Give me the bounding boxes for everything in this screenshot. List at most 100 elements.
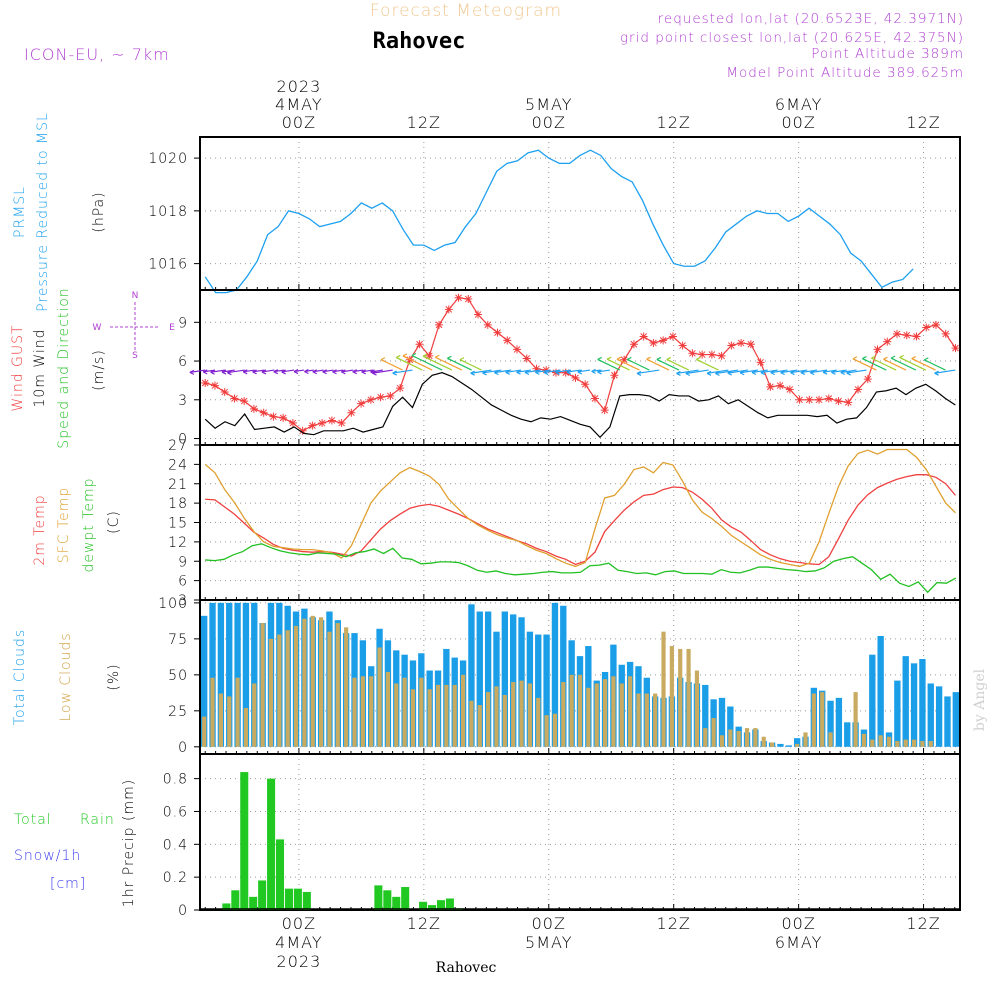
wind-arrow-head bbox=[447, 355, 452, 361]
low-cloud-label: Low Clouds bbox=[58, 632, 74, 721]
wind-arrow bbox=[727, 369, 749, 374]
panel-frame bbox=[199, 289, 961, 446]
low-cloud-bar bbox=[770, 742, 775, 747]
top-hour-label: 12Z bbox=[657, 113, 691, 132]
low-cloud-bar bbox=[803, 732, 808, 747]
wind-arrow-head bbox=[800, 370, 806, 376]
gust-marker bbox=[249, 404, 258, 413]
bottom-date-label: 6MAY bbox=[775, 933, 822, 952]
low-cloud-bar bbox=[661, 631, 666, 747]
low-cloud-bar bbox=[385, 671, 390, 747]
bottom-hour-label: 00Z bbox=[282, 914, 316, 933]
total-cloud-bar bbox=[234, 602, 241, 747]
low-cloud-bar bbox=[335, 623, 340, 747]
wind-arrow-head bbox=[372, 370, 377, 376]
wind-arrow bbox=[577, 369, 591, 373]
low-cloud-bar bbox=[402, 677, 407, 747]
wind-arrow-head bbox=[727, 370, 733, 376]
wind-arrow-head bbox=[606, 356, 612, 362]
gust-marker bbox=[912, 332, 921, 341]
rain-bar bbox=[383, 890, 392, 910]
total-cloud-bar bbox=[902, 656, 909, 747]
low-cloud-bar bbox=[878, 735, 883, 747]
wind-arrow-head bbox=[685, 370, 691, 377]
wind-arrow bbox=[715, 369, 739, 375]
y-tick-label: 75 bbox=[168, 632, 188, 648]
cm-label: [cm] bbox=[50, 876, 86, 892]
low-cloud-bar bbox=[761, 736, 766, 747]
low-cloud-bar bbox=[586, 687, 591, 747]
prmsl-label-long: Pressure Reduced to MSL bbox=[35, 112, 51, 312]
wind-arrow-head bbox=[862, 356, 867, 362]
wind-arrow-head bbox=[911, 356, 917, 362]
wind-arrow-head bbox=[242, 369, 248, 375]
gust-marker bbox=[337, 419, 346, 428]
low-cloud-bar bbox=[227, 696, 232, 747]
y-tick-label: 1016 bbox=[148, 257, 188, 273]
wind-arrow-head bbox=[616, 356, 622, 362]
gust-marker bbox=[883, 337, 892, 346]
low-cloud-bar bbox=[369, 676, 374, 747]
wind-arrow bbox=[636, 369, 660, 375]
gust-marker bbox=[707, 350, 716, 359]
compass-e: E bbox=[169, 323, 175, 333]
wind-arrow-head bbox=[293, 369, 299, 375]
y-tick-label: 21 bbox=[168, 477, 188, 493]
gust-marker bbox=[522, 354, 531, 363]
total-cloud-bar bbox=[718, 697, 726, 747]
rain-bar bbox=[222, 903, 231, 910]
y-tick-label: 0 bbox=[178, 432, 188, 448]
temp2m-line bbox=[205, 474, 956, 566]
low-cloud-bar bbox=[327, 631, 332, 747]
wind-arrow-head bbox=[516, 369, 521, 375]
low-cloud-bar bbox=[686, 648, 691, 747]
wind-arrow-head bbox=[899, 354, 904, 361]
panel-clouds: 0 25 50 75 100 bbox=[158, 596, 961, 756]
gust-marker bbox=[454, 293, 463, 302]
product-title: Forecast Meteogram bbox=[370, 1, 562, 21]
panels: 1016101810200369369121518212427025507510… bbox=[148, 136, 961, 919]
gust-marker bbox=[201, 379, 210, 387]
total-cloud-bar bbox=[484, 611, 492, 747]
y-tick-label: 0.6 bbox=[163, 804, 188, 820]
gust-marker bbox=[561, 368, 570, 377]
y-tick-label: 27 bbox=[168, 438, 188, 454]
total-cloud-bar bbox=[844, 722, 851, 747]
low-cloud-bar bbox=[552, 713, 558, 747]
wind-arrow-head bbox=[770, 370, 776, 376]
wind-arrow-head bbox=[411, 352, 417, 359]
total-cloud-bar bbox=[551, 602, 559, 747]
low-cloud-bar bbox=[911, 739, 917, 747]
gust-marker bbox=[668, 332, 677, 341]
low-cloud-bar bbox=[619, 683, 624, 747]
low-cloud-bar bbox=[302, 618, 307, 747]
gust-marker bbox=[513, 345, 521, 354]
wind-arrow bbox=[252, 369, 265, 373]
grid-point-coords: grid point closest lon,lat (20.625E, 42.… bbox=[620, 30, 964, 46]
wind-arrow-head bbox=[361, 369, 366, 375]
wind-arrow bbox=[760, 369, 778, 374]
low-cloud-bar bbox=[519, 680, 524, 747]
gust-marker bbox=[503, 336, 512, 345]
wind-arrow bbox=[189, 369, 206, 373]
wind-arrow-head bbox=[591, 368, 596, 374]
rain-bar bbox=[276, 839, 285, 910]
y-tick-label: 0.2 bbox=[163, 870, 188, 886]
wind-arrow-head bbox=[332, 369, 337, 375]
low-cloud-bar bbox=[319, 617, 324, 747]
gust-marker bbox=[542, 366, 551, 375]
total-cloud-bar bbox=[468, 604, 475, 747]
low-cloud-bar bbox=[602, 679, 608, 747]
wind10-line bbox=[204, 372, 956, 439]
bottom-hour-label: 00Z bbox=[781, 914, 815, 933]
low-cloud-bar bbox=[243, 707, 249, 747]
y-tick-label: 3 bbox=[178, 393, 188, 409]
wind-arrow-head bbox=[676, 370, 681, 376]
gust-marker bbox=[279, 413, 288, 422]
rain-bar bbox=[240, 772, 249, 910]
total-cloud-bar bbox=[242, 602, 250, 747]
wind-arrow bbox=[899, 356, 926, 371]
watermark: by Angel bbox=[972, 668, 988, 731]
low-cloud-bar bbox=[444, 684, 449, 747]
low-cloud-bar bbox=[419, 677, 424, 747]
